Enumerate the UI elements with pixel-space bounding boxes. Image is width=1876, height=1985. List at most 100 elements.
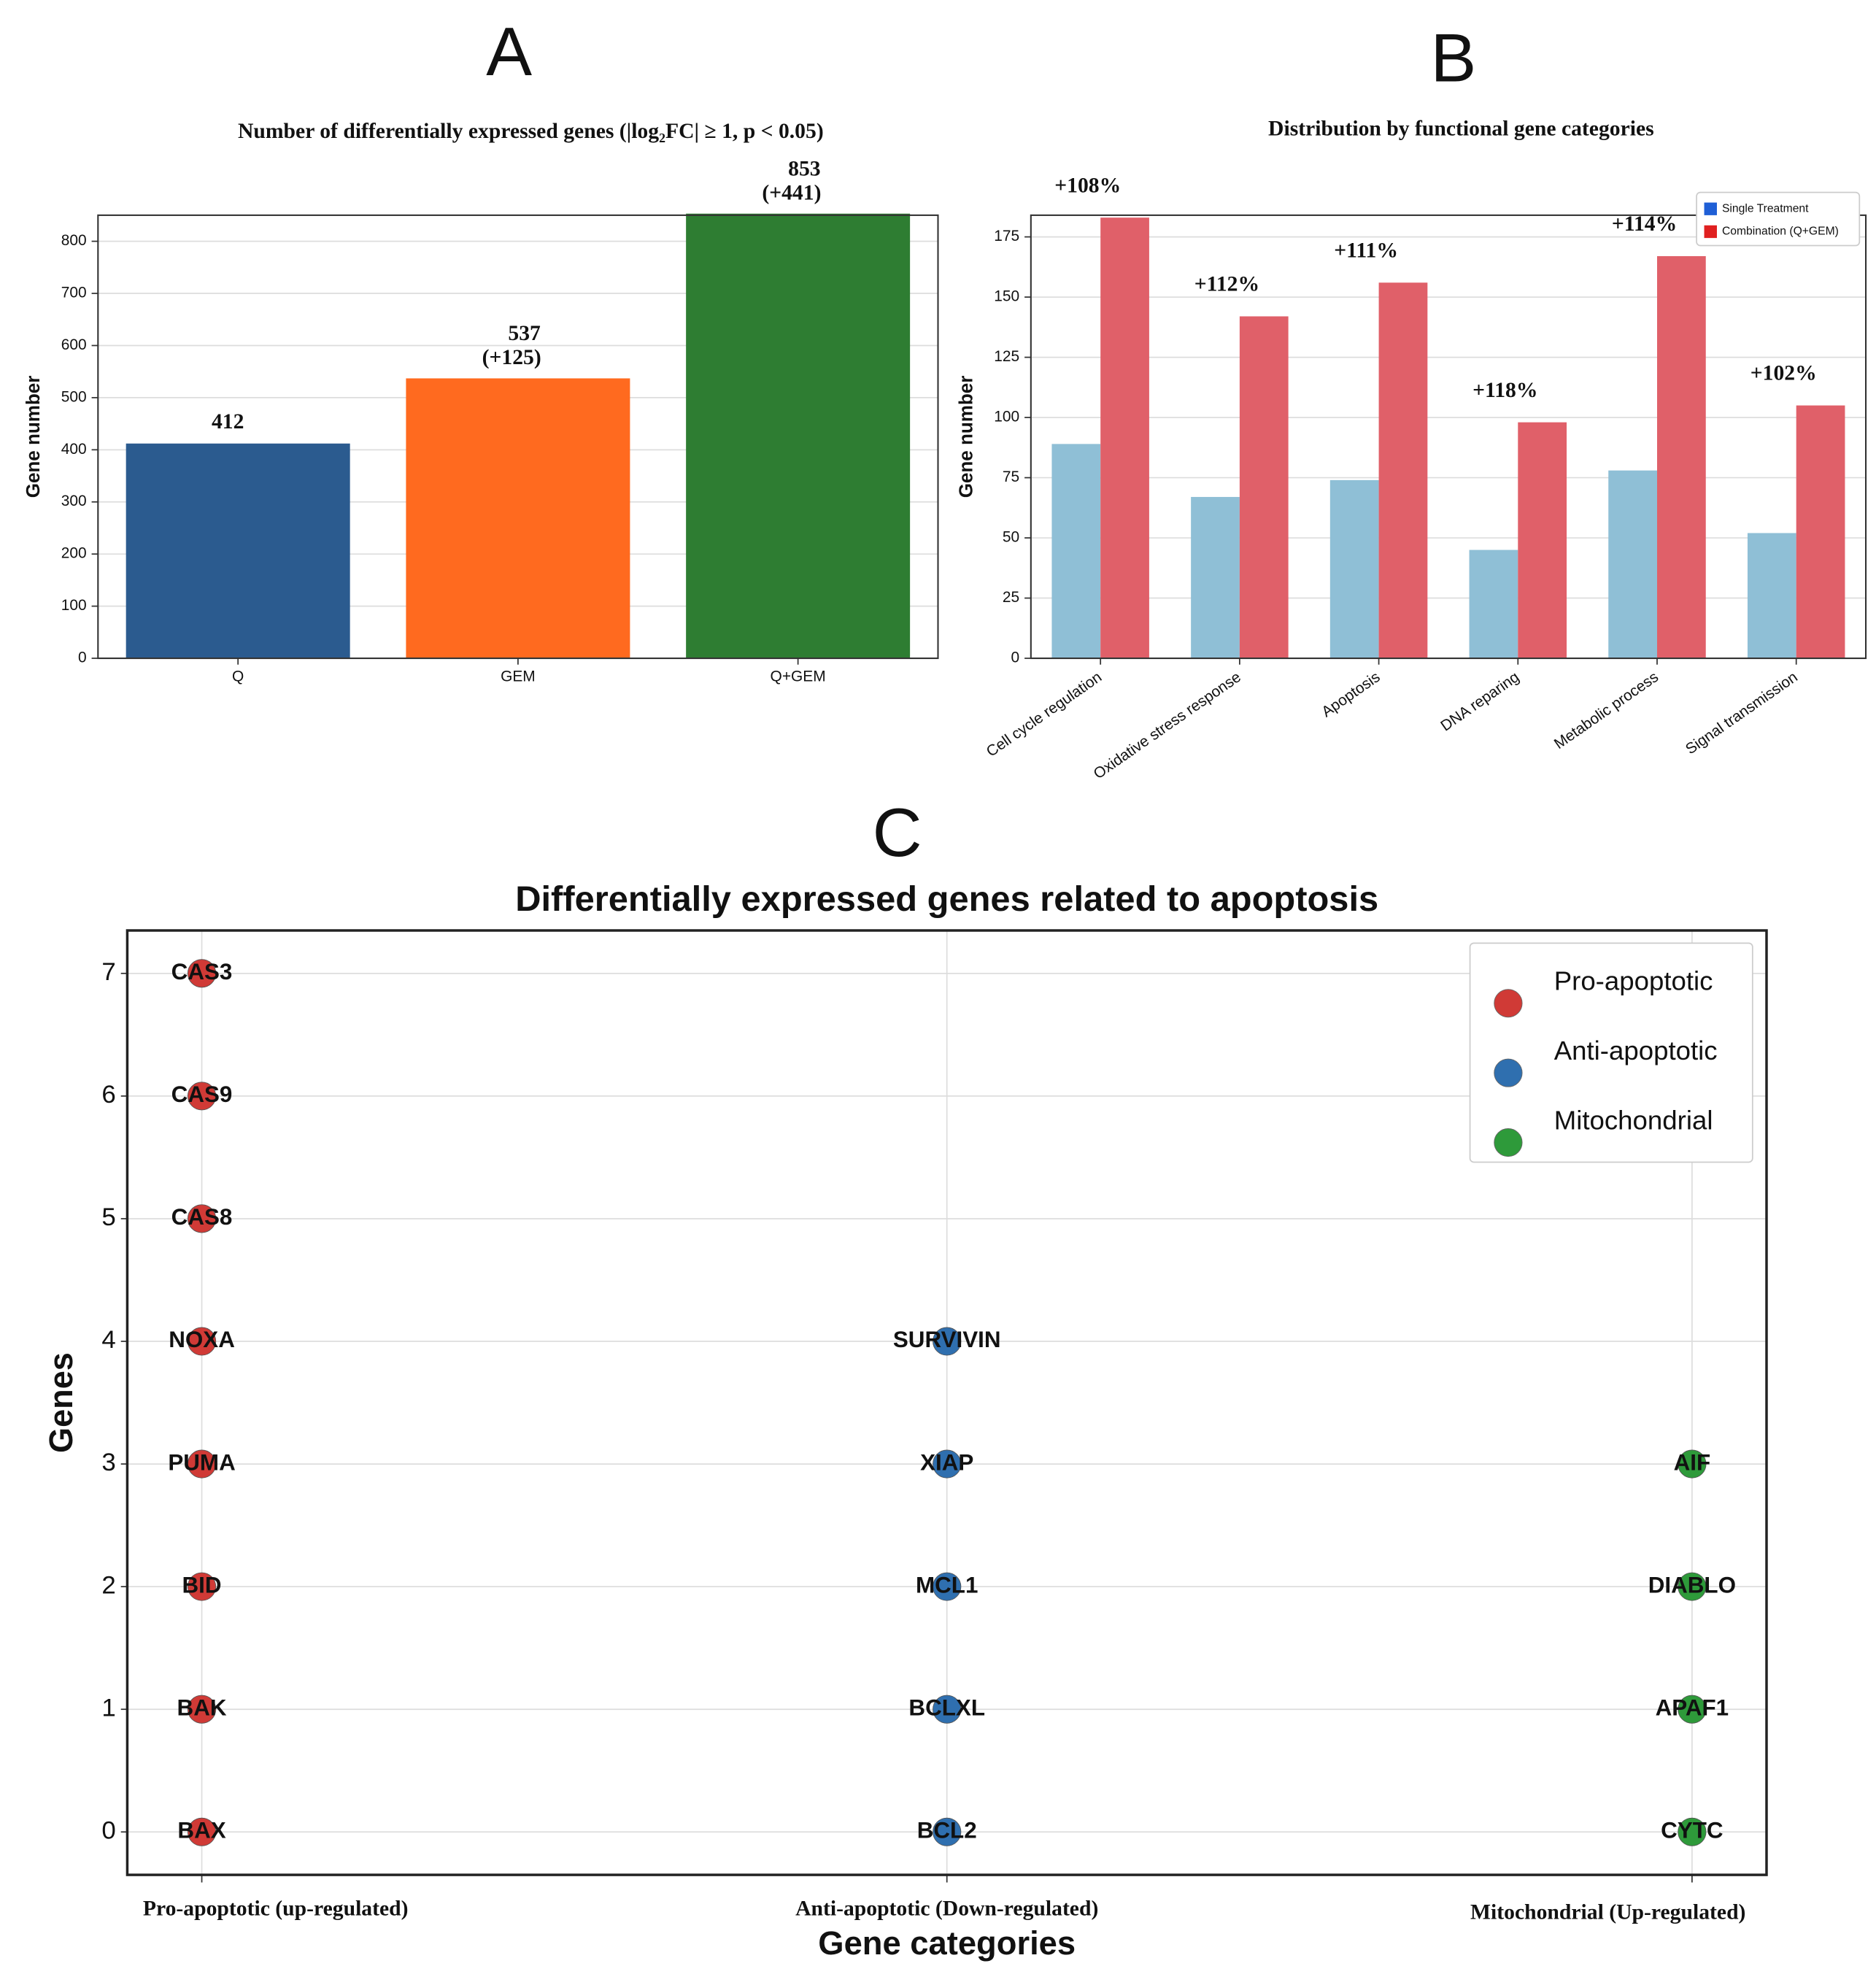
panel-label: C <box>873 794 922 871</box>
x-tick-label: Apoptosis <box>1319 668 1383 720</box>
point <box>1678 1572 1707 1601</box>
annotation: +111% <box>1334 239 1398 262</box>
bar <box>686 213 911 659</box>
y-tick-label: 3 <box>101 1449 115 1476</box>
x-tick-label: Cell cycle regulation <box>984 668 1105 760</box>
x-tick-label: Pro-apoptotic (up-regulated) <box>143 1897 409 1920</box>
point <box>187 1204 217 1233</box>
point-label: BAK <box>177 1695 227 1721</box>
point <box>187 1082 217 1111</box>
point-label: BAX <box>177 1818 225 1843</box>
point <box>187 1572 217 1601</box>
bar <box>1191 496 1240 659</box>
point-label: DIABLO <box>1648 1572 1736 1597</box>
point <box>933 1817 962 1846</box>
value-label: 537 <box>508 322 541 345</box>
annotation: +114% <box>1612 212 1677 236</box>
annotation: +118% <box>1472 379 1537 402</box>
chart-title: Number of differentially expressed genes… <box>238 120 824 143</box>
y-tick-label: 175 <box>994 228 1019 244</box>
bar <box>406 378 630 659</box>
x-tick-label: Signal transmission <box>1683 668 1801 758</box>
y-axis-label: Gene number <box>954 376 976 498</box>
x-axis-label: Gene categories <box>818 1924 1076 1962</box>
y-tick-label: 125 <box>994 348 1019 365</box>
bar <box>1239 316 1289 659</box>
bar <box>1796 405 1845 659</box>
point-label: AIF <box>1674 1449 1711 1475</box>
bar <box>1608 470 1657 659</box>
point-label: CAS9 <box>171 1082 233 1107</box>
bar <box>1518 422 1567 659</box>
y-tick-label: 1 <box>101 1694 115 1722</box>
legend-swatch <box>1494 989 1523 1018</box>
y-axis-label: Genes <box>42 1352 80 1453</box>
x-tick-label: Q+GEM <box>771 668 826 685</box>
x-tick-label: DNA reparing <box>1437 668 1522 734</box>
legend-box <box>1696 191 1861 247</box>
x-tick-label: Q <box>232 668 244 685</box>
point-label: CYTC <box>1661 1818 1723 1843</box>
y-tick-label: 6 <box>101 1081 115 1109</box>
y-tick-label: 150 <box>994 288 1019 305</box>
legend-label: Pro-apoptotic <box>1554 966 1713 996</box>
x-tick-label: Anti-apoptotic (Down-regulated) <box>795 1897 1098 1920</box>
legend-label: Anti-apoptotic <box>1554 1036 1718 1065</box>
x-tick-label: Mitochondrial (Up-regulated) <box>1470 1901 1745 1924</box>
plot-frame <box>126 929 1768 1876</box>
legend-label: Mitochondrial <box>1554 1106 1713 1136</box>
y-axis-label: Gene number <box>22 376 44 498</box>
point-label: CAS3 <box>171 959 233 984</box>
increase-label: (+125) <box>482 346 541 369</box>
y-tick-label: 5 <box>101 1203 115 1231</box>
y-tick-label: 75 <box>1003 469 1019 485</box>
panel-bar: A Number of differentially expressed gene… <box>22 13 939 685</box>
point <box>1678 1449 1707 1479</box>
bar <box>1378 282 1428 659</box>
y-tick-label: 600 <box>61 336 87 353</box>
legend-swatch <box>1704 225 1717 239</box>
x-tick-label: Oxidative stress response <box>1091 668 1244 782</box>
chart-title: Distribution by functional gene categori… <box>1268 117 1654 141</box>
point-label: PUMA <box>168 1449 235 1475</box>
bar <box>1100 217 1149 659</box>
panel-label: B <box>1431 20 1477 96</box>
plot-frame <box>1030 214 1867 660</box>
increase-label: (+441) <box>762 182 821 205</box>
point <box>933 1449 962 1479</box>
plot-frame <box>97 214 939 660</box>
panel-grouped_bar: B Distribution by functional gene categor… <box>954 20 1867 782</box>
point-label: SURVIVIN <box>893 1327 1001 1352</box>
legend-label: Combination (Q+GEM) <box>1722 226 1839 238</box>
bar <box>126 443 350 659</box>
legend-box <box>1469 942 1753 1163</box>
y-tick-label: 500 <box>61 388 87 405</box>
y-tick-label: 700 <box>61 285 87 301</box>
point-label: BCL2 <box>917 1818 977 1843</box>
legend-label: Single Treatment <box>1722 202 1809 215</box>
y-tick-label: 200 <box>61 545 87 562</box>
y-tick-label: 2 <box>101 1571 115 1599</box>
y-tick-label: 0 <box>1011 650 1019 666</box>
point <box>187 1817 217 1846</box>
legend-swatch <box>1494 1128 1523 1157</box>
annotation: +108% <box>1054 174 1121 197</box>
bar <box>1747 533 1796 659</box>
bar <box>1329 479 1379 659</box>
value-label: 412 <box>212 410 244 433</box>
point-label: MCL1 <box>916 1572 978 1597</box>
y-tick-label: 800 <box>61 232 87 249</box>
annotation: +112% <box>1194 273 1259 296</box>
bar <box>1051 444 1101 659</box>
panel-scatter: C Differentially expressed genes related … <box>42 794 1768 1962</box>
y-tick-label: 100 <box>61 597 87 614</box>
point <box>933 1572 962 1601</box>
legend-swatch <box>1704 202 1717 215</box>
y-tick-label: 400 <box>61 441 87 458</box>
point-label: BCLXL <box>908 1695 985 1721</box>
y-tick-label: 0 <box>78 650 87 666</box>
y-tick-label: 4 <box>101 1326 115 1354</box>
y-tick-label: 100 <box>994 409 1019 425</box>
point-label: CAS8 <box>171 1204 233 1230</box>
